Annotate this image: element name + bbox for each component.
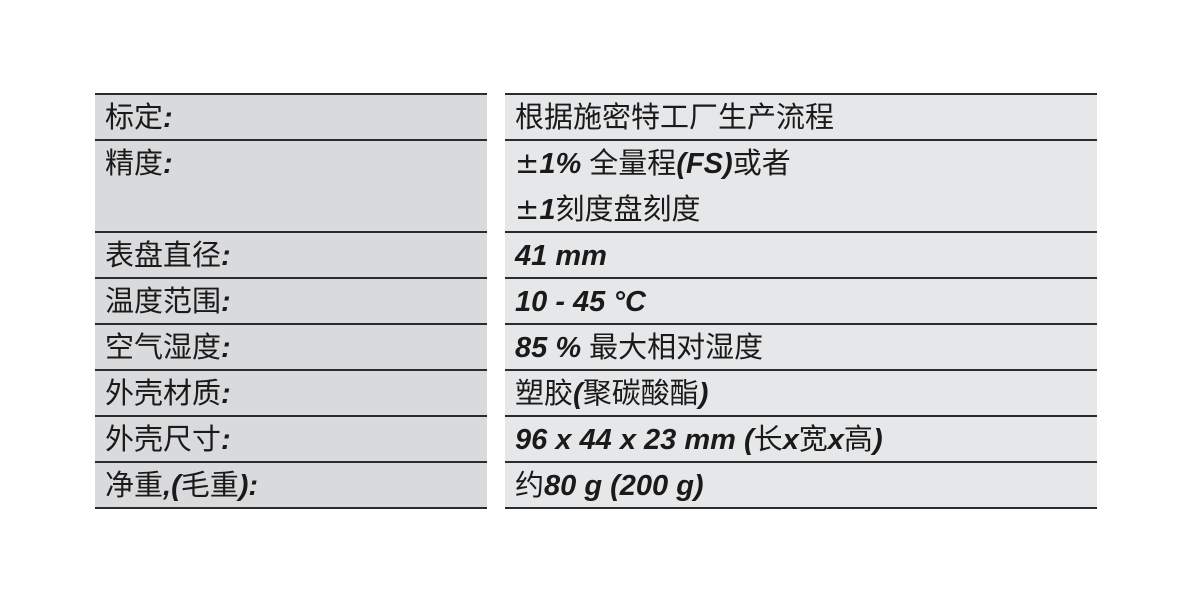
spec-label: 温度范围:: [105, 279, 487, 325]
text-segment: (: [573, 378, 583, 410]
text-segment: x: [782, 424, 799, 456]
spec-label: 净重,(毛重):: [105, 463, 487, 509]
text-segment: ): [872, 424, 883, 456]
spec-label-cell: 外壳材质:: [95, 371, 487, 417]
text-segment: 96 x 44 x 23 mm (: [515, 424, 754, 456]
text-segment: 80 g (200 g): [544, 470, 704, 502]
text-segment: ,(: [163, 470, 181, 502]
spec-value-cell: 塑胶(聚碳酸酯): [505, 371, 1097, 417]
text-segment: :: [221, 332, 231, 364]
text-segment: 空气湿度: [105, 330, 222, 364]
text-segment: 宽: [798, 422, 828, 456]
spec-label-cell: 外壳尺寸:: [95, 417, 487, 463]
text-segment: 表盘直径: [105, 238, 222, 272]
text-segment: 1%: [539, 148, 590, 180]
spec-value-cell: 85 % 最大相对湿度: [505, 325, 1097, 371]
text-segment: 净重: [105, 468, 164, 502]
spec-value-line: 约80 g (200 g): [515, 463, 1097, 509]
text-segment: 1: [539, 194, 556, 226]
text-segment: 约: [515, 468, 545, 502]
text-segment: 标定: [105, 100, 164, 134]
text-segment: 全量程: [589, 146, 677, 180]
spec-value-cell: ±1% 全量程(FS)或者 ±1刻度盘刻度: [505, 141, 1097, 233]
spec-value-line: 96 x 44 x 23 mm (长x宽x高): [515, 417, 1097, 463]
text-segment: 塑胶: [515, 376, 574, 410]
spec-value-line: 85 % 最大相对湿度: [515, 325, 1097, 371]
spec-label: 表盘直径:: [105, 233, 487, 279]
spec-value-line: ±1刻度盘刻度: [515, 187, 1097, 233]
text-segment: 外壳尺寸: [105, 422, 222, 456]
spec-label-cell: 空气湿度:: [95, 325, 487, 371]
text-segment: 10 - 45 °C: [515, 286, 646, 318]
spec-value-line: 塑胶(聚碳酸酯): [515, 371, 1097, 417]
text-segment: (FS): [676, 148, 733, 180]
text-segment: :: [163, 148, 173, 180]
spec-label: 精度:: [105, 141, 487, 187]
spec-value-cell: 41 mm: [505, 233, 1097, 279]
text-segment: 毛重: [180, 468, 239, 502]
spec-label-cell: 温度范围:: [95, 279, 487, 325]
text-segment: ):: [238, 470, 259, 502]
text-segment: 外壳材质: [105, 376, 222, 410]
text-segment: 根据施密特工厂生产流程: [515, 100, 835, 134]
spec-label: 外壳材质:: [105, 371, 487, 417]
text-segment: 聚碳酸酯: [582, 376, 699, 410]
text-segment: 85 %: [515, 332, 590, 364]
spec-label-cell: 标定:: [95, 95, 487, 141]
text-segment: ±: [515, 146, 540, 180]
spec-value-line: 根据施密特工厂生产流程: [515, 95, 1097, 141]
spec-label-cell: 表盘直径:: [95, 233, 487, 279]
text-segment: 或者: [732, 146, 791, 180]
spec-label: 外壳尺寸:: [105, 417, 487, 463]
text-segment: :: [221, 286, 231, 318]
text-segment: 刻度盘刻度: [555, 192, 701, 226]
spec-value-line: 10 - 45 °C: [515, 279, 1097, 325]
text-segment: 长: [753, 422, 783, 456]
spec-value-line: 41 mm: [515, 233, 1097, 279]
text-segment: :: [163, 102, 173, 134]
spec-value-cell: 根据施密特工厂生产流程: [505, 95, 1097, 141]
spec-label-cell: 精度:: [95, 141, 487, 233]
spec-label: 空气湿度:: [105, 325, 487, 371]
spec-label-column: 标定: 精度: 表盘直径: 温度范围: 空气湿度: 外壳材质: 外壳尺寸: 净重,(毛重):: [95, 93, 487, 509]
spec-value-line: ±1% 全量程(FS)或者: [515, 141, 1097, 187]
text-segment: :: [221, 378, 231, 410]
text-segment: :: [221, 240, 231, 272]
text-segment: 41 mm: [515, 240, 607, 272]
text-segment: 精度: [105, 146, 164, 180]
spec-value-cell: 96 x 44 x 23 mm (长x宽x高): [505, 417, 1097, 463]
text-segment: :: [221, 424, 231, 456]
text-segment: x: [827, 424, 844, 456]
text-segment: ): [698, 378, 709, 410]
text-segment: ±: [515, 192, 540, 226]
spec-value-cell: 10 - 45 °C: [505, 279, 1097, 325]
spec-value-cell: 约80 g (200 g): [505, 463, 1097, 509]
text-segment: 温度范围: [105, 284, 222, 318]
spec-label-cell: 净重,(毛重):: [95, 463, 487, 509]
text-segment: 高: [843, 422, 873, 456]
text-segment: 最大相对湿度: [589, 330, 764, 364]
spec-label: 标定:: [105, 95, 487, 141]
spec-value-column: 根据施密特工厂生产流程 ±1% 全量程(FS)或者 ±1刻度盘刻度 41 mm 10 -…: [505, 93, 1097, 509]
